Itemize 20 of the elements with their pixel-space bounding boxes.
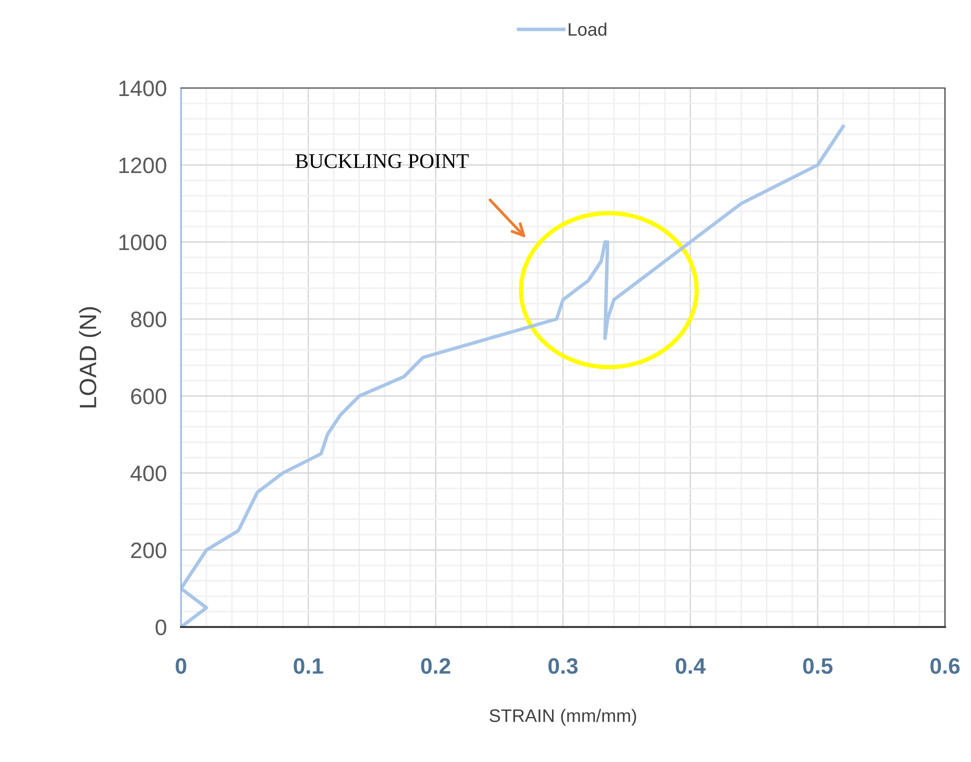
y-tick-label: 400 [130,466,166,482]
y-axis-title: LOAD (N) [79,307,102,408]
line-series [181,124,845,627]
x-tick-label: 0 [176,658,186,674]
x-tick-label: 0.3 [548,658,578,674]
y-tick-label: 800 [131,312,166,328]
annotation: BUCKLING POINT [295,154,469,168]
legend-label: Load [568,22,606,36]
y-tick-label: 600 [131,388,166,404]
x-tick-label: 0.5 [803,658,832,674]
x-tick-label: 0.2 [421,658,450,674]
x-tick-label: 0.1 [294,658,324,674]
y-tick-label: 1000 [119,234,166,250]
x-tick-label: 0.6 [930,658,960,674]
y-tick-label: 200 [131,542,166,558]
y-tick-label: 1400 [119,80,166,96]
x-axis-title: STRAIN (mm/mm) [490,708,636,726]
x-tick-label: 0.4 [676,658,706,674]
y-tick-label: 1200 [119,158,166,174]
y-tick-label: 0 [156,620,166,636]
